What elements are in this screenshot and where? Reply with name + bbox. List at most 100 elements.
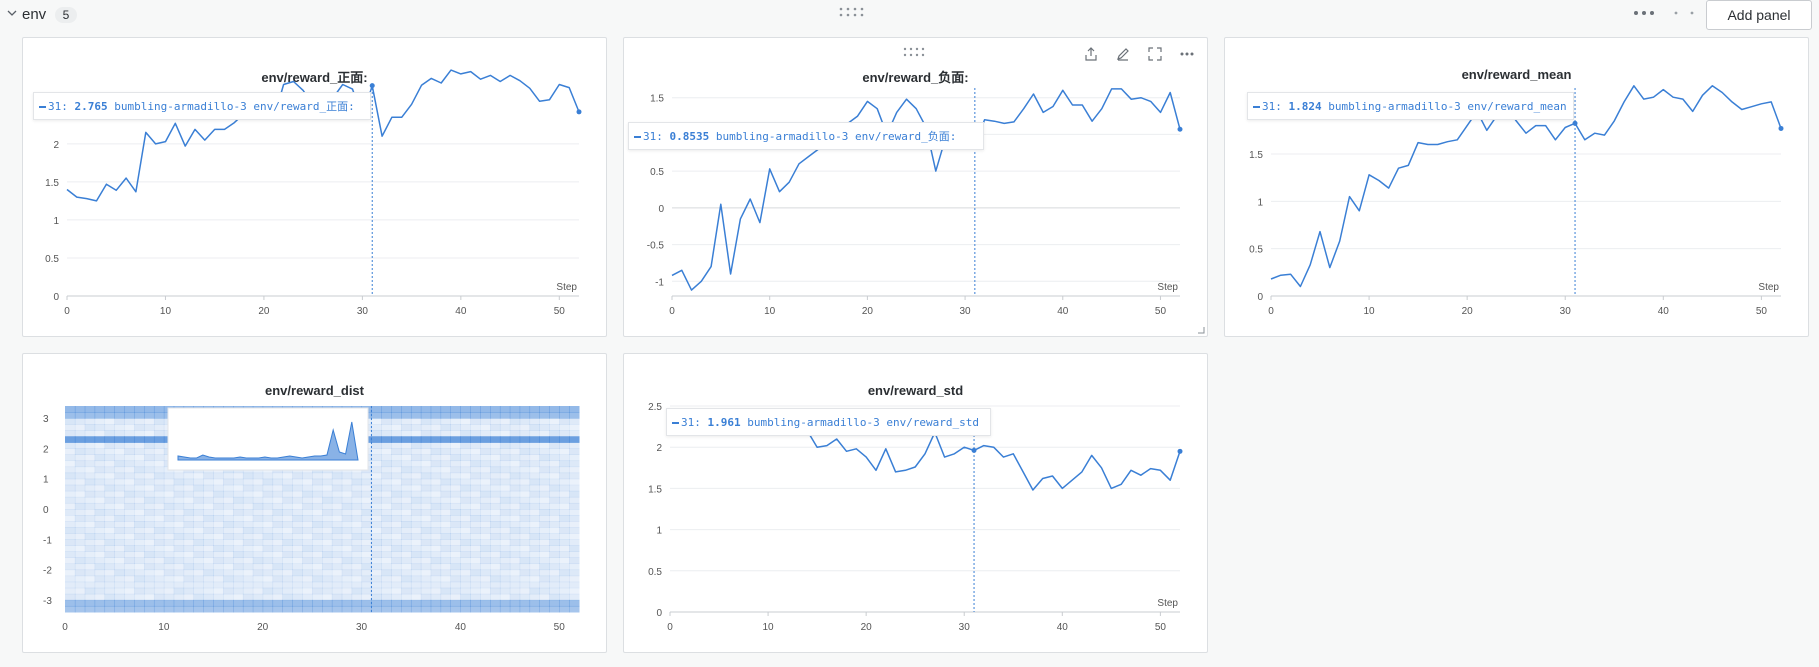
heatmap-cell [173,527,185,534]
heatmap-cell [74,448,86,455]
heatmap-cell [183,533,194,540]
heatmap-cell [460,521,471,528]
section-title[interactable]: env [22,6,47,23]
more-icon[interactable] [1633,8,1655,18]
heatmap-cell [529,509,540,516]
heatmap-cell [430,551,442,558]
heatmap-cell [233,527,244,534]
heatmap-cell [302,605,313,613]
heatmap-cell [65,563,76,571]
heatmap-cell [203,533,214,540]
heatmap-cell [242,581,254,589]
heatmap-cell [420,454,432,462]
heatmap-cell [233,515,244,522]
heatmap-cell [144,587,155,595]
panel-nav-icon[interactable] [1672,8,1696,18]
heatmap-cell [74,575,86,583]
heatmap-cell [499,557,511,565]
heatmap-cell [242,551,254,558]
heatmap-cell [282,551,293,558]
heatmap-cell [282,587,293,595]
more-icon[interactable] [1179,46,1195,62]
heatmap-cell [331,502,343,510]
heatmap-cell [65,509,76,516]
heatmap-cell [499,412,511,419]
heatmap-cell [420,521,432,528]
heatmap-cell [401,502,412,510]
heatmap-cell [391,436,402,443]
heatmap-cell [460,599,471,607]
heatmap-cell [104,484,115,492]
heatmap-cell [94,406,106,413]
heatmap-cell [134,599,145,607]
heatmap-cell [203,545,214,552]
heatmap-cell [124,460,135,468]
heatmap-cell [144,448,155,455]
heatmap-cell [153,484,165,492]
heatmap-cell [322,587,333,595]
heatmap-cell [381,545,392,552]
chevron-down-icon[interactable] [6,7,18,19]
heatmap-cell [361,484,372,492]
x-axis-label: Step [556,282,577,293]
chart-panel-reward-dist[interactable]: env/reward_dist -3 -2 -1 0 1 2 3 0 10 20 30 40 50 [22,353,607,653]
heatmap-cell [410,460,422,468]
heatmap-cell [322,539,333,546]
heatmap-cell [134,466,145,474]
fullscreen-icon[interactable] [1147,46,1163,62]
heatmap-cell [569,575,580,583]
heatmap-cell [124,484,135,492]
heatmap-cell [94,581,106,589]
heatmap-cell [65,466,76,474]
heatmap-cell [153,551,165,558]
heatmap-cell [480,484,491,492]
heatmap-cell [430,557,442,565]
tooltip-series: bumbling-armadillo-3 env/reward_mean [1328,100,1567,113]
heatmap-cell [262,521,274,528]
heatmap-cell [371,466,382,474]
heatmap-cell [65,539,76,546]
heatmap-cell [233,593,244,601]
x-tick-label: 20 [257,622,269,633]
pencil-icon[interactable] [1115,46,1131,62]
chart-panel-reward-mean[interactable]: env/reward_mean 0 0.5 1 1.5 0 10 20 30 40 50 Step … [1224,37,1809,337]
heatmap-cell [153,418,165,425]
heatmap-cell [519,593,531,601]
heatmap-cell [539,442,550,449]
export-icon[interactable] [1083,46,1099,62]
heatmap-cell [322,551,333,558]
heatmap-cell [569,460,580,468]
heatmap-cell [213,472,224,480]
heatmap-cell [84,460,96,468]
heatmap-cell [539,466,550,474]
heatmap-cell [559,436,570,443]
heatmap-cell [173,569,185,577]
heatmap-cell [499,515,511,522]
heatmap-cell [322,563,333,571]
heatmap-cell [114,472,125,480]
heatmap-cell [509,515,521,522]
heatmap-cell [529,466,540,474]
heatmap-cell [470,412,481,419]
drag-handle-icon[interactable] [902,46,928,58]
heatmap-cell [529,521,540,528]
heatmap-cell [440,436,451,443]
heatmap-cell [262,557,274,565]
heatmap-cell [410,557,422,565]
add-panel-button[interactable]: Add panel [1706,0,1812,30]
heatmap-cell [213,484,224,492]
chart-panel-reward-negative[interactable]: env/reward_负面: -1-0.500.511.501020304050… [623,37,1208,337]
drag-handle-icon[interactable] [838,6,866,18]
chart-panel-reward-std[interactable]: env/reward_std 0 0.5 1 1.5 2 2.5 0 10 20 30 40 50 St… [623,353,1208,653]
y-tick-label: 1.5 [1249,150,1263,161]
heatmap-cell [302,581,313,589]
chart-panel-reward-positive[interactable]: env/reward_正面: 0 0.5 1 1.5 2 0 10 20 30 40 50 Step … [22,37,607,337]
heatmap-cell [114,454,125,462]
resize-handle-icon[interactable] [1197,326,1205,334]
heatmap-cell [193,502,204,510]
